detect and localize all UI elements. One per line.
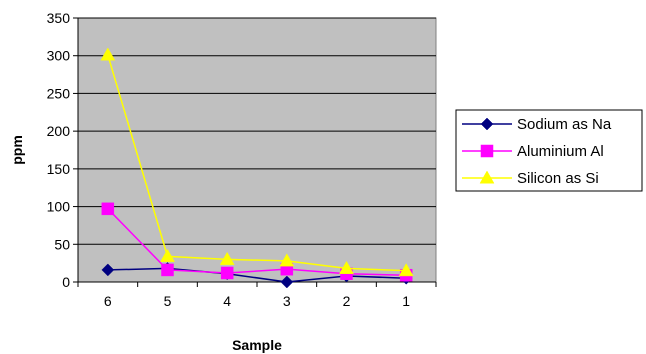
y-tick-label: 200 [47,123,71,139]
x-tick-label: 6 [104,293,112,309]
x-tick-label: 3 [283,293,291,309]
y-tick-label: 350 [47,10,71,26]
data-point [221,267,233,279]
y-tick-label: 300 [47,48,71,64]
legend-label: Sodium as Na [517,116,612,133]
data-point [162,264,174,276]
plot-area [78,18,436,282]
x-tick-label: 5 [164,293,172,309]
legend-label: Silicon as Si [517,170,599,187]
y-tick-label: 250 [47,85,71,101]
y-tick-label: 150 [47,161,71,177]
legend-label: Aluminium Al [517,143,604,160]
x-axis: 6 5 4 3 2 1 [78,282,436,309]
legend: Sodium as Na Aluminium Al Silicon as Si [456,110,642,191]
data-point [102,203,114,215]
x-axis-title: Sample [232,337,282,353]
x-tick-label: 4 [223,293,231,309]
y-tick-label: 0 [62,274,70,290]
x-tick-label: 2 [343,293,351,309]
x-tick-label: 1 [402,293,410,309]
y-tick-label: 100 [47,199,71,215]
legend-marker [481,145,493,157]
y-axis: 0 50 100 150 200 250 300 350 [47,10,78,290]
y-tick-label: 50 [54,236,70,252]
y-axis-title: ppm [9,135,25,165]
